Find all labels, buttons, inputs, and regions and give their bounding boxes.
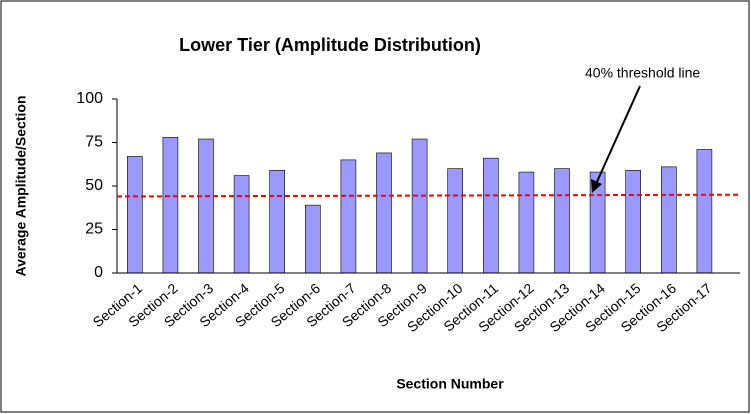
annotation-arrowhead — [591, 179, 602, 193]
bar — [198, 138, 214, 274]
bar — [518, 171, 535, 274]
bar — [340, 159, 357, 274]
y-tick-label: 75 — [85, 134, 103, 151]
chart-title: Lower Tier (Amplitude Distribution) — [179, 35, 481, 55]
y-tick-label: 50 — [85, 177, 103, 194]
bar — [127, 156, 143, 274]
y-axis-label: Average Amplitude/Section — [13, 95, 29, 276]
bar — [482, 157, 499, 274]
bar — [447, 168, 464, 274]
x-axis-label: Section Number — [396, 376, 504, 392]
bar — [696, 149, 713, 274]
bar — [554, 168, 570, 274]
bar — [660, 166, 677, 274]
bar — [233, 175, 250, 274]
y-tick-label: 0 — [94, 264, 103, 281]
bar — [625, 170, 642, 274]
bar — [411, 138, 428, 274]
bar — [376, 152, 392, 274]
y-tick-label: 100 — [76, 90, 103, 107]
bar — [304, 204, 321, 274]
annotation-arrow — [595, 85, 641, 185]
annotation: 40% threshold line — [585, 65, 700, 81]
bar — [269, 170, 286, 274]
y-tick-label: 25 — [85, 221, 103, 238]
bar — [162, 136, 179, 274]
